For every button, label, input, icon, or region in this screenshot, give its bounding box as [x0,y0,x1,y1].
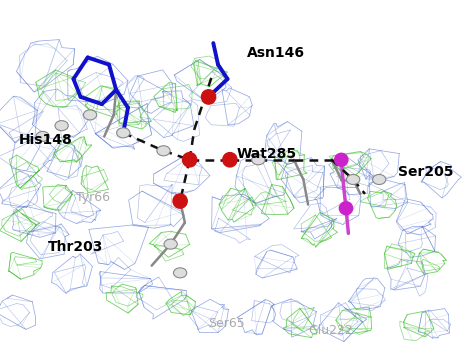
Circle shape [164,239,177,249]
Ellipse shape [339,202,353,215]
Text: Asn146: Asn146 [246,46,304,60]
Circle shape [252,155,265,165]
Circle shape [346,174,360,185]
Circle shape [373,174,386,185]
Ellipse shape [182,153,197,167]
Text: Tyr66: Tyr66 [76,191,110,204]
Text: Ser205: Ser205 [398,165,454,179]
Ellipse shape [201,90,216,104]
Circle shape [55,121,68,131]
Circle shape [83,110,97,120]
Ellipse shape [335,153,348,166]
Circle shape [117,128,130,138]
Text: Wat285: Wat285 [237,147,297,161]
Ellipse shape [173,194,187,208]
Text: Thr203: Thr203 [47,240,103,254]
Ellipse shape [223,153,237,167]
Text: His148: His148 [19,132,73,146]
Circle shape [157,146,170,156]
Text: Glu222: Glu222 [308,324,353,337]
Text: Ser65: Ser65 [209,317,246,330]
Circle shape [36,131,49,141]
Circle shape [173,268,187,278]
